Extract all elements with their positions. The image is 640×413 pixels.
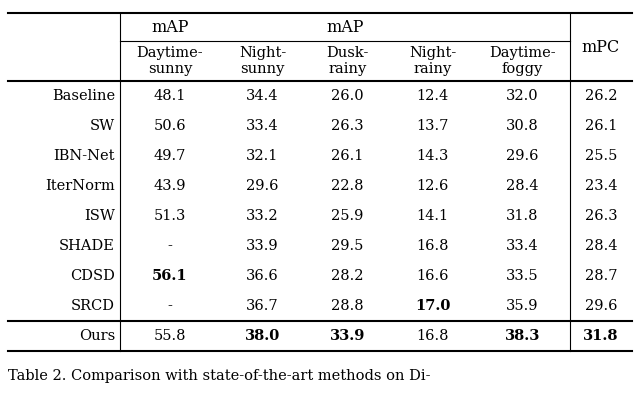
Text: 28.7: 28.7 xyxy=(585,269,617,283)
Text: 16.6: 16.6 xyxy=(416,269,449,283)
Text: 26.1: 26.1 xyxy=(332,149,364,163)
Text: 31.8: 31.8 xyxy=(506,209,539,223)
Text: 26.3: 26.3 xyxy=(331,119,364,133)
Text: 56.1: 56.1 xyxy=(152,269,188,283)
Text: 28.4: 28.4 xyxy=(506,179,539,193)
Text: 26.3: 26.3 xyxy=(585,209,618,223)
Text: IterNorm: IterNorm xyxy=(45,179,115,193)
Text: 28.8: 28.8 xyxy=(331,299,364,313)
Text: 22.8: 22.8 xyxy=(332,179,364,193)
Text: mPC: mPC xyxy=(582,38,620,55)
Text: mAP: mAP xyxy=(151,19,189,36)
Text: 12.6: 12.6 xyxy=(416,179,449,193)
Text: 12.4: 12.4 xyxy=(417,89,449,103)
Text: 33.4: 33.4 xyxy=(246,119,279,133)
Text: 35.9: 35.9 xyxy=(506,299,539,313)
Text: 29.6: 29.6 xyxy=(506,149,539,163)
Text: 33.9: 33.9 xyxy=(330,329,365,343)
Text: 31.8: 31.8 xyxy=(583,329,619,343)
Text: 33.9: 33.9 xyxy=(246,239,279,253)
Text: 33.5: 33.5 xyxy=(506,269,539,283)
Text: Baseline: Baseline xyxy=(52,89,115,103)
Text: mAP: mAP xyxy=(326,19,364,36)
Text: 33.4: 33.4 xyxy=(506,239,539,253)
Text: 28.4: 28.4 xyxy=(585,239,617,253)
Text: -: - xyxy=(168,299,172,313)
Text: 29.6: 29.6 xyxy=(246,179,279,193)
Text: 25.9: 25.9 xyxy=(332,209,364,223)
Text: 26.1: 26.1 xyxy=(585,119,617,133)
Text: 55.8: 55.8 xyxy=(154,329,186,343)
Text: 36.6: 36.6 xyxy=(246,269,279,283)
Text: Night-
sunny: Night- sunny xyxy=(239,46,286,76)
Text: 32.1: 32.1 xyxy=(246,149,278,163)
Text: Daytime-
sunny: Daytime- sunny xyxy=(137,46,204,76)
Text: Dusk-
rainy: Dusk- rainy xyxy=(326,46,369,76)
Text: 48.1: 48.1 xyxy=(154,89,186,103)
Text: 16.8: 16.8 xyxy=(416,329,449,343)
Text: 38.3: 38.3 xyxy=(505,329,540,343)
Text: 26.2: 26.2 xyxy=(585,89,617,103)
Text: 23.4: 23.4 xyxy=(585,179,617,193)
Text: 14.3: 14.3 xyxy=(416,149,449,163)
Text: 17.0: 17.0 xyxy=(415,299,450,313)
Text: CDSD: CDSD xyxy=(70,269,115,283)
Text: -: - xyxy=(168,239,172,253)
Text: 32.0: 32.0 xyxy=(506,89,539,103)
Text: 26.0: 26.0 xyxy=(331,89,364,103)
Text: 33.2: 33.2 xyxy=(246,209,279,223)
Text: 43.9: 43.9 xyxy=(154,179,186,193)
Text: 49.7: 49.7 xyxy=(154,149,186,163)
Text: 34.4: 34.4 xyxy=(246,89,279,103)
Text: 36.7: 36.7 xyxy=(246,299,279,313)
Text: 51.3: 51.3 xyxy=(154,209,186,223)
Text: SHADE: SHADE xyxy=(59,239,115,253)
Text: Ours: Ours xyxy=(79,329,115,343)
Text: 14.1: 14.1 xyxy=(417,209,449,223)
Text: SW: SW xyxy=(90,119,115,133)
Text: SRCD: SRCD xyxy=(71,299,115,313)
Text: ISW: ISW xyxy=(84,209,115,223)
Text: 13.7: 13.7 xyxy=(416,119,449,133)
Text: Night-
rainy: Night- rainy xyxy=(409,46,456,76)
Text: 25.5: 25.5 xyxy=(585,149,617,163)
Text: 38.0: 38.0 xyxy=(245,329,280,343)
Text: 28.2: 28.2 xyxy=(332,269,364,283)
Text: 29.5: 29.5 xyxy=(332,239,364,253)
Text: 50.6: 50.6 xyxy=(154,119,186,133)
Text: Daytime-
foggy: Daytime- foggy xyxy=(489,46,556,76)
Text: 30.8: 30.8 xyxy=(506,119,539,133)
Text: 29.6: 29.6 xyxy=(585,299,617,313)
Text: Table 2. Comparison with state-of-the-art methods on Di-: Table 2. Comparison with state-of-the-ar… xyxy=(8,369,431,383)
Text: 16.8: 16.8 xyxy=(416,239,449,253)
Text: IBN-Net: IBN-Net xyxy=(54,149,115,163)
